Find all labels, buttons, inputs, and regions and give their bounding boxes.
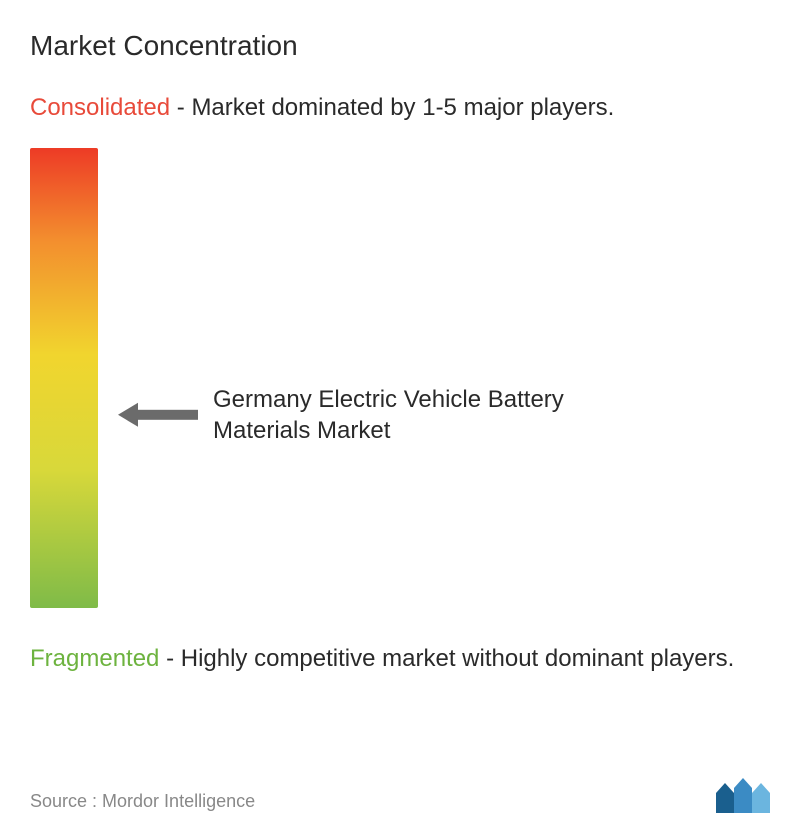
concentration-gradient-bar bbox=[30, 148, 98, 608]
infographic-title: Market Concentration bbox=[30, 30, 766, 62]
consolidated-term: Consolidated bbox=[30, 94, 170, 121]
fragmented-term: Fragmented bbox=[30, 645, 159, 672]
arrow-head bbox=[118, 403, 138, 427]
source-text: Source : Mordor Intelligence bbox=[30, 791, 255, 812]
arrow-icon bbox=[118, 408, 198, 422]
consolidated-description: Consolidated - Market dominated by 1-5 m… bbox=[30, 92, 766, 123]
arrow-shaft bbox=[136, 410, 198, 420]
fragmented-text: - Highly competitive market without domi… bbox=[159, 645, 734, 672]
fragmented-description: Fragmented - Highly competitive market w… bbox=[30, 643, 766, 674]
marker-label: Germany Electric Vehicle Battery Materia… bbox=[213, 384, 573, 446]
consolidated-text: - Market dominated by 1-5 major players. bbox=[170, 94, 614, 121]
brand-logo bbox=[716, 775, 771, 818]
chart-area: Germany Electric Vehicle Battery Materia… bbox=[30, 143, 766, 613]
marker-container: Germany Electric Vehicle Battery Materia… bbox=[118, 384, 573, 446]
